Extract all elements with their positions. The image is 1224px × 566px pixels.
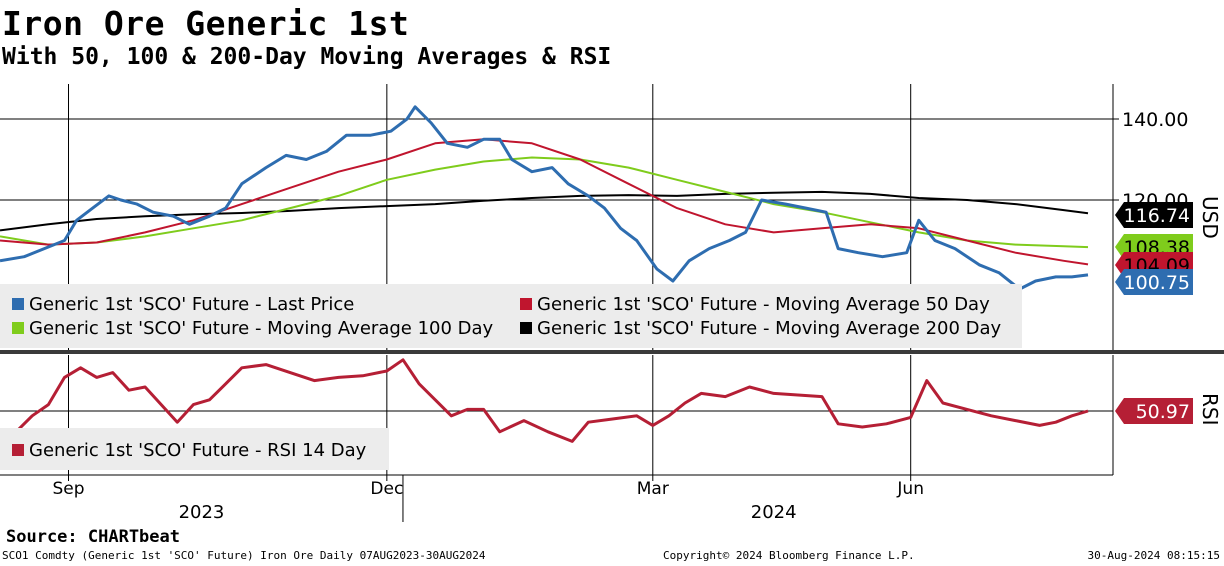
legend-label-ma100: Generic 1st 'SCO' Future - Moving Averag…: [29, 318, 494, 339]
footer-timestamp: 30-Aug-2024 08:15:15: [1087, 549, 1220, 562]
last-value-rsi: 50.97: [1136, 401, 1190, 423]
x-tick-label: Dec: [370, 479, 403, 499]
last-value-price-bg: [1115, 269, 1193, 295]
rsi-axis-title: RSI: [1198, 393, 1222, 426]
x-tick-label: Sep: [52, 479, 84, 499]
legend-label-rsi: Generic 1st 'SCO' Future - RSI 14 Day: [29, 440, 367, 461]
legend-label-ma50: Generic 1st 'SCO' Future - Moving Averag…: [537, 294, 990, 315]
price-y-tick-label: 140.00: [1122, 109, 1188, 131]
series-line-rsi: [0, 358, 1089, 443]
last-value-ma200-bg: [1115, 202, 1193, 228]
legend-swatch-ma50: [520, 298, 532, 310]
source-label: Source: CHARTbeat: [6, 527, 180, 547]
last-value-rsi-bg: [1115, 398, 1193, 424]
price-axis-title: USD: [1198, 196, 1222, 239]
x-tick-label: Mar: [637, 479, 669, 499]
series-line-ma200: [0, 190, 1089, 232]
legend-swatch-price: [12, 298, 24, 310]
legend-label-ma200: Generic 1st 'SCO' Future - Moving Averag…: [537, 318, 1002, 339]
panel-divider[interactable]: [0, 350, 1224, 354]
series-line-price: [0, 105, 1089, 291]
chart-subtitle: With 50, 100 & 200-Day Moving Averages &…: [2, 44, 612, 70]
chart-title: Iron Ore Generic 1st: [2, 4, 410, 43]
footer-copyright: Copyright© 2024 Bloomberg Finance L.P.: [663, 549, 915, 562]
x-year-label: 2023: [179, 502, 225, 523]
legend-swatch-rsi: [12, 444, 24, 456]
footer-ticker-info: SCO1 Comdty (Generic 1st 'SCO' Future) I…: [2, 549, 486, 562]
legend-label-price: Generic 1st 'SCO' Future - Last Price: [29, 294, 354, 315]
last-value-ma200: 116.74: [1124, 205, 1190, 227]
legend-swatch-ma100: [12, 322, 24, 334]
last-value-price: 100.75: [1124, 272, 1190, 294]
x-tick-label: Jun: [896, 479, 924, 499]
x-year-label: 2024: [751, 502, 797, 523]
price-legend-box: [0, 284, 1022, 348]
series-line-ma100: [0, 156, 1089, 249]
rsi-legend-box: [0, 428, 389, 470]
legend-swatch-ma200: [520, 322, 532, 334]
